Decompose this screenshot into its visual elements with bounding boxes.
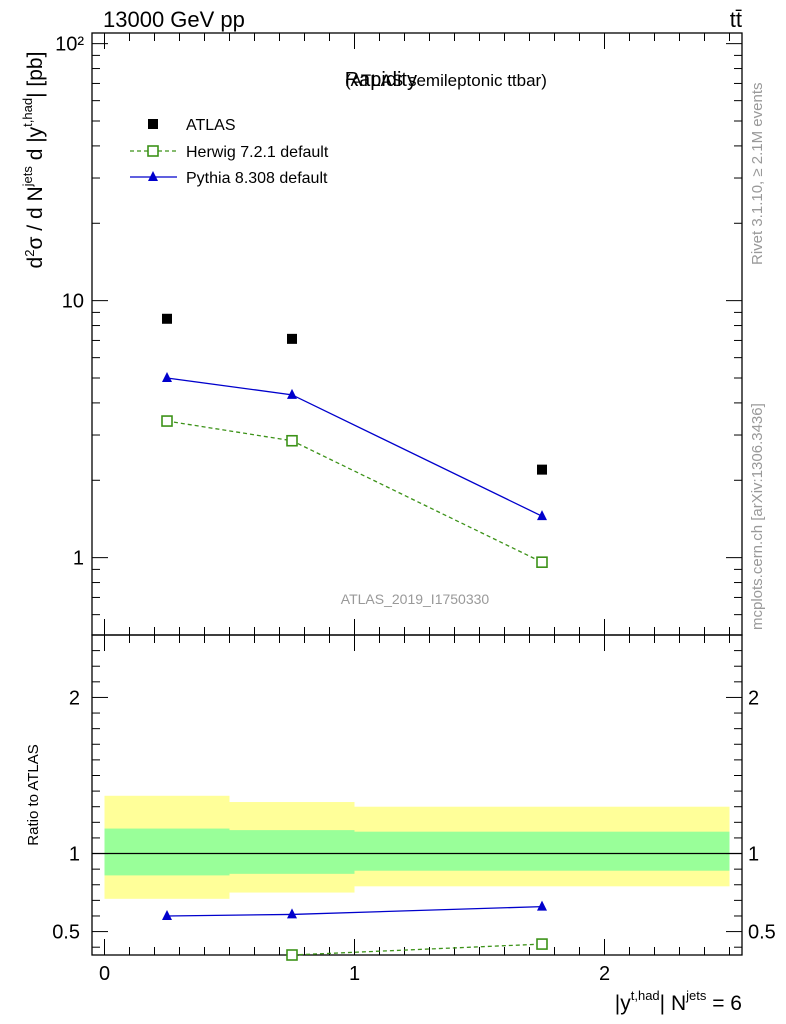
ratio-y-tick-label-left: 2 <box>69 687 80 709</box>
y-tick-label: 1 <box>73 548 84 570</box>
chart-title: Rapidity <box>345 69 417 91</box>
ratio-line-pythia <box>166 913 293 917</box>
analysis-label: ATLAS_2019_I1750330 <box>341 591 490 607</box>
point-herwig <box>536 556 548 568</box>
point-herwig <box>161 415 173 427</box>
ratio-point-pythia <box>162 909 172 920</box>
ratio-y-tick-label-right: 0.5 <box>748 922 776 944</box>
band-stat-bin-2 <box>354 831 730 871</box>
axis-ticks <box>92 33 742 955</box>
band-stat-bin-1 <box>229 830 355 874</box>
x-tick-label: 2 <box>599 963 610 985</box>
x-tick-label: 0 <box>99 963 110 985</box>
point-atlas <box>287 333 297 344</box>
axis-tick-labels: 1 10 10² 0 1 2 0.5 0.5 1 1 2 2 <box>52 34 776 985</box>
point-herwig <box>286 434 298 447</box>
ratio-y-tick-label-left: 0.5 <box>52 922 80 944</box>
legend-label-herwig: Herwig 7.2.1 default <box>186 144 329 161</box>
point-pythia <box>162 372 172 383</box>
y-tick-label: 10 <box>62 291 84 313</box>
ratio-y-axis-label: Ratio to ATLAS <box>25 744 42 845</box>
ratio-point-pythia <box>537 900 547 911</box>
x-axis-label: |yt,had| Njets = 6 <box>615 988 742 1015</box>
legend-label-atlas: ATLAS <box>186 117 236 134</box>
point-atlas <box>537 464 547 475</box>
ratio-y-tick-label-right: 2 <box>748 687 759 709</box>
point-pythia <box>287 388 297 399</box>
legend-marker-pythia <box>148 171 158 181</box>
mcplots-label: mcplots.cern.ch [arXiv:1306.3436] <box>749 403 766 630</box>
ratio-point-pythia <box>287 908 297 919</box>
line-herwig <box>166 420 543 563</box>
process-label: tt̄ <box>730 7 742 32</box>
chart-subtitle: (ATLAS semileptonic ttbar) <box>345 71 547 90</box>
line-pythia <box>166 377 543 517</box>
legend-label-pythia: Pythia 8.308 default <box>186 170 328 187</box>
y-tick-label: 10² <box>55 34 84 56</box>
band-stat-bin-0 <box>104 828 230 876</box>
ratio-point-herwig <box>286 949 298 961</box>
ratio-point-herwig <box>536 938 548 950</box>
x-tick-label: 1 <box>349 963 360 985</box>
ratio-line-pythia <box>291 905 543 916</box>
data-marks <box>161 313 548 961</box>
point-pythia <box>537 510 547 521</box>
point-atlas <box>162 313 172 324</box>
ratio-plot-frame <box>91 634 743 956</box>
legend: ATLAS Herwig 7.2.1 default Pythia 8.308 … <box>130 117 329 187</box>
ratio-y-tick-label-right: 1 <box>748 844 759 866</box>
legend-marker-atlas <box>148 119 158 129</box>
y-axis-label: d2σ / d Njets d |yt,had| [pb] <box>20 52 47 269</box>
energy-label: 13000 GeV pp <box>103 7 245 32</box>
rivet-label: Rivet 3.1.10, ≥ 2.1M events <box>749 83 766 266</box>
legend-marker-herwig <box>147 145 159 157</box>
ratio-y-tick-label-left: 1 <box>69 844 80 866</box>
ratio-bands <box>104 795 730 899</box>
